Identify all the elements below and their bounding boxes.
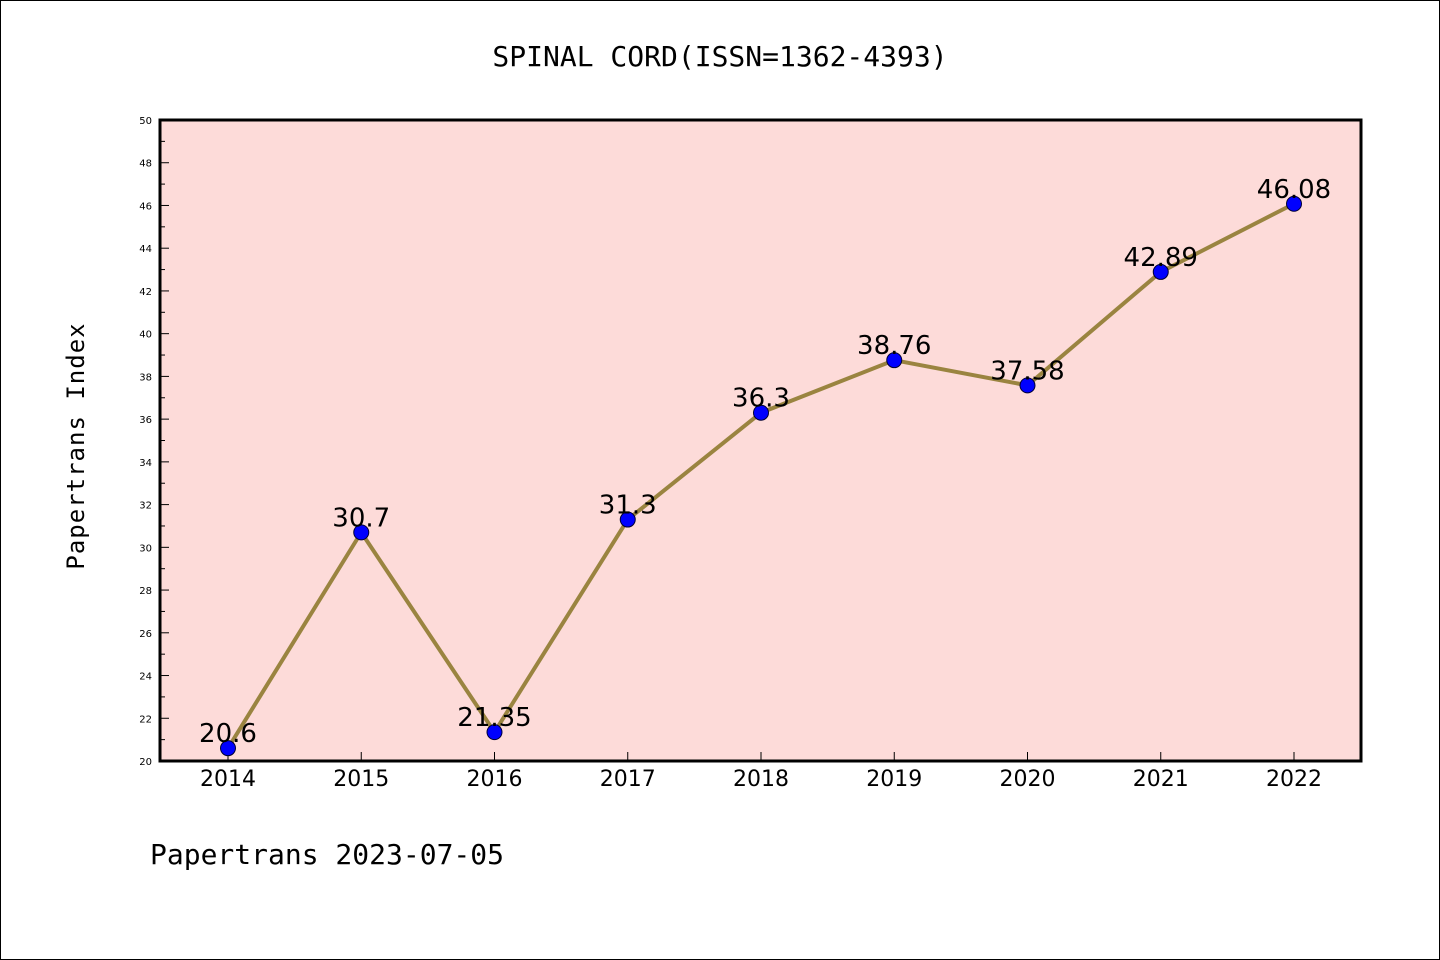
y-tick-label: 42 [139, 287, 152, 298]
footer-credit: Papertrans 2023-07-05 [150, 838, 504, 871]
chart-title: SPINAL CORD(ISSN=1362-4393) [492, 40, 947, 73]
data-point [220, 740, 236, 757]
y-axis-label: Papertrans Index [62, 322, 90, 569]
plot-frame [158, 118, 1363, 763]
data-label: 38.76 [857, 331, 931, 361]
series-markers [220, 195, 1302, 757]
y-tick-label: 34 [139, 458, 152, 469]
x-tick-label: 2017 [600, 767, 656, 792]
data-label: 20.6 [199, 719, 257, 749]
y-tick-label: 24 [139, 672, 152, 683]
y-tick-label: 46 [139, 201, 152, 212]
y-tick-label: 36 [139, 415, 152, 426]
data-point [1019, 377, 1036, 394]
data-label: 31.3 [599, 491, 657, 521]
y-tick-label: 44 [139, 244, 152, 255]
data-label: 37.58 [990, 356, 1064, 386]
y-tick-label: 32 [139, 501, 152, 512]
data-point [619, 511, 636, 528]
data-point [353, 524, 370, 541]
y-tick-label: 30 [139, 543, 152, 554]
x-tick-label: 2022 [1266, 767, 1322, 792]
y-axis-ticks: 20 22 24 26 28 30 32 34 36 38 40 42 44 46 48 50 [139, 116, 169, 768]
data-point [1152, 263, 1169, 280]
x-tick-label: 2019 [866, 767, 922, 792]
y-tick-label: 40 [139, 330, 152, 341]
x-tick-label: 2014 [200, 767, 256, 792]
data-point [753, 404, 769, 421]
x-tick-label: 2020 [1000, 767, 1056, 792]
y-tick-label: 26 [139, 629, 152, 640]
data-point [486, 724, 503, 741]
y-tick-label: 20 [139, 757, 152, 768]
y-tick-label: 50 [139, 116, 152, 127]
y-tick-label: 22 [139, 714, 152, 725]
data-label: 21.35 [457, 703, 531, 733]
data-label: 30.7 [332, 503, 390, 533]
x-tick-label: 2021 [1133, 767, 1189, 792]
data-label: 36.3 [732, 384, 790, 414]
x-tick-label: 2015 [333, 767, 389, 792]
data-point [1286, 195, 1302, 212]
y-tick-label: 28 [139, 586, 152, 597]
plot-area [160, 120, 1361, 761]
data-point [886, 352, 903, 369]
y-tick-label: 48 [139, 159, 152, 170]
x-tick-label: 2016 [467, 767, 523, 792]
x-tick-label: 2018 [733, 767, 789, 792]
data-labels: 20.6 30.7 21.35 31.3 36.3 38.76 37.58 42.89 46.0… [199, 175, 1331, 749]
data-label: 42.89 [1124, 243, 1198, 273]
data-label: 46.08 [1257, 175, 1331, 205]
x-axis-ticks: 2014 2015 2016 2017 2018 2019 2020 2021 2022 [200, 752, 1322, 792]
y-tick-label: 38 [139, 372, 152, 383]
